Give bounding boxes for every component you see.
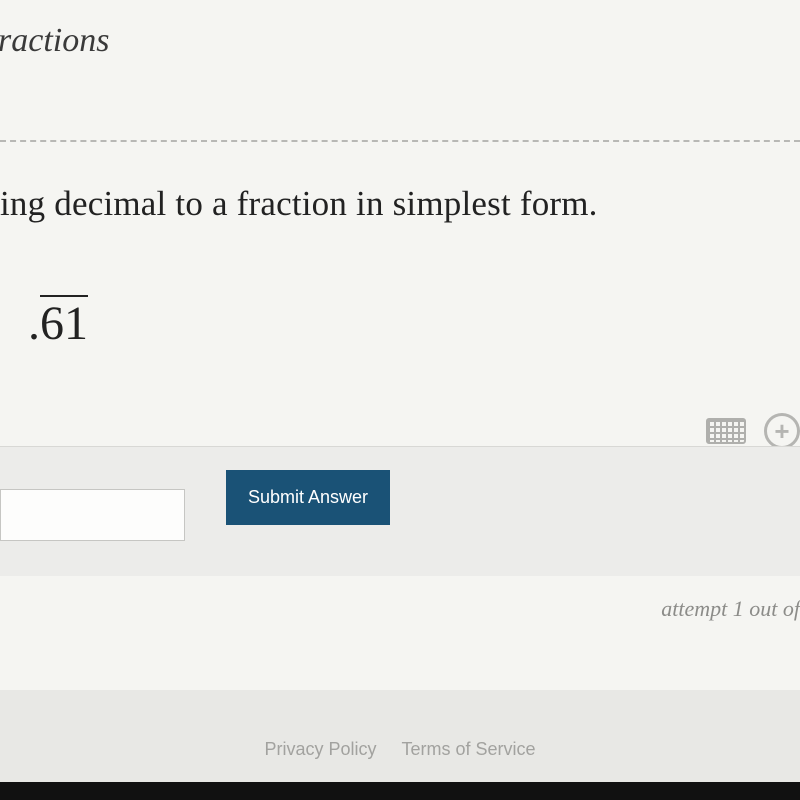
decimal-repeating: 61 xyxy=(40,297,88,350)
page-title: ractions xyxy=(0,22,109,60)
terms-link[interactable]: Terms of Service xyxy=(402,739,536,759)
screen-edge xyxy=(0,782,800,800)
footer: Privacy Policy Terms of Service xyxy=(0,739,800,760)
keyboard-icon[interactable] xyxy=(706,418,746,444)
decimal-prefix: . xyxy=(28,297,40,350)
privacy-link[interactable]: Privacy Policy xyxy=(264,739,376,759)
question-text: ing decimal to a fraction in simplest fo… xyxy=(0,184,598,224)
answer-input[interactable] xyxy=(0,489,185,541)
add-icon[interactable]: + xyxy=(764,413,800,449)
answer-row xyxy=(0,446,800,576)
content-area: ractions ing decimal to a fraction in si… xyxy=(0,0,800,690)
decimal-value: .61 xyxy=(28,296,88,351)
submit-button[interactable]: Submit Answer xyxy=(226,470,390,525)
attempt-counter: attempt 1 out of xyxy=(661,596,800,622)
section-divider xyxy=(0,140,800,142)
